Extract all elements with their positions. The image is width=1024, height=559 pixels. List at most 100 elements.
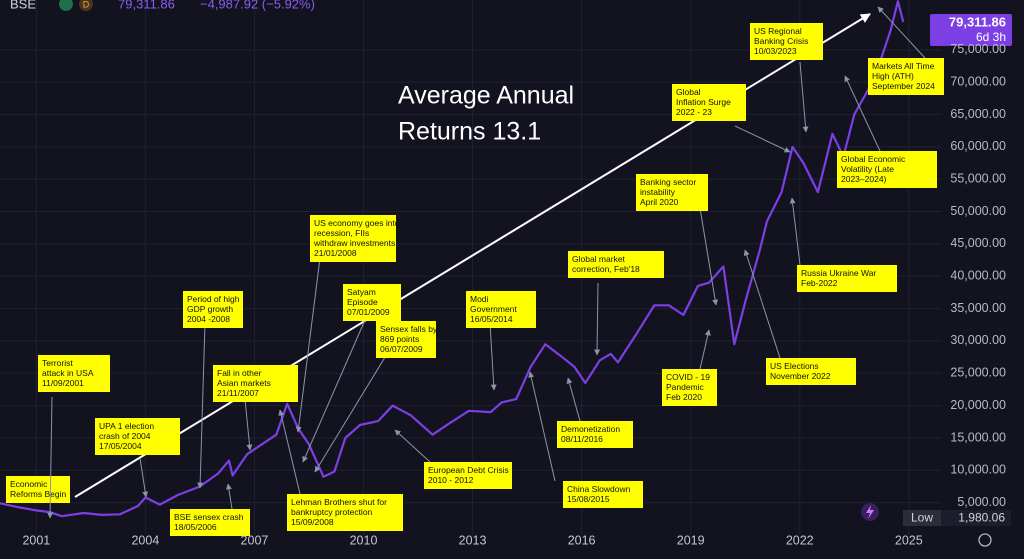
annotation-text: Sensex falls by <box>380 324 438 334</box>
annotation-text: Global <box>676 87 701 97</box>
annotation-text: April 2020 <box>640 197 679 207</box>
headline: Returns 13.1 <box>398 118 541 146</box>
annotation-box <box>750 23 823 60</box>
annotation-text: 15/08/2015 <box>567 494 610 504</box>
annotation-arrow <box>844 75 881 152</box>
status-dot <box>59 0 73 11</box>
y-tick-label: 15,000.00 <box>950 430 1006 444</box>
annotation-box <box>837 151 937 188</box>
annotation-text: 2022 - 23 <box>676 107 712 117</box>
annotation-box <box>183 291 243 328</box>
annotation-text: attack in USA <box>42 368 94 378</box>
annotation-text: BSE sensex crash <box>174 512 244 522</box>
annotation-arrow <box>314 348 391 473</box>
annotation-box <box>568 251 664 278</box>
annotation-text: 06/07/2009 <box>380 344 423 354</box>
annotation-text: withdraw investments <box>313 238 395 248</box>
annotation-text: COVID - 19 <box>666 372 710 382</box>
annotation-box <box>672 84 746 121</box>
annotation-text: 2010 - 2012 <box>428 475 474 485</box>
annotation-text: bankruptcy protection <box>291 507 373 517</box>
annotation-arrow <box>799 61 809 133</box>
annotation-text: Pandemic <box>666 382 705 392</box>
annotation-text: Terrorist <box>42 358 73 368</box>
annotation-text: High (ATH) <box>872 71 914 81</box>
annotation-text: 16/05/2014 <box>470 314 513 324</box>
annotation-text: Economic <box>10 479 48 489</box>
low-value: 1,980.06 <box>958 511 1005 525</box>
y-tick-label: 35,000.00 <box>950 301 1006 315</box>
annotation-arrow <box>743 249 781 359</box>
annotation-arrow <box>47 396 54 519</box>
annotation-text: Feb 2020 <box>666 392 702 402</box>
low-label-box <box>903 510 941 526</box>
y-tick-label: 45,000.00 <box>950 236 1006 250</box>
y-tick-label: 75,000.00 <box>950 42 1006 56</box>
annotation-text: 21/11/2007 <box>217 388 259 398</box>
y-tick-label: 5,000.00 <box>957 495 1006 509</box>
annotation-box <box>95 418 180 455</box>
annotation-text: correction, Feb'18 <box>572 264 640 274</box>
annotation-text: China Slowdown <box>567 484 631 494</box>
annotation-box <box>424 462 512 489</box>
x-tick-label: 2022 <box>786 533 814 547</box>
annotation-arrow <box>295 257 321 433</box>
x-tick-label: 2007 <box>241 533 269 547</box>
annotation-text: Episode <box>347 297 378 307</box>
symbol: BSE <box>10 0 36 11</box>
annotation-box <box>6 476 70 503</box>
annotation-box <box>563 481 643 508</box>
annotation-text: US Elections <box>770 361 819 371</box>
annotation-box <box>466 291 536 328</box>
annotation-arrow <box>566 377 581 422</box>
annotation-text: US Regional <box>754 26 802 36</box>
annotation-box <box>170 509 250 536</box>
annotation-text: 08/11/2016 <box>561 434 603 444</box>
price-line <box>0 0 905 518</box>
annotation-text: Global Economic <box>841 154 906 164</box>
annotation-text: Demonetization <box>561 424 620 434</box>
annotation-arrow <box>394 429 431 463</box>
annotation-box <box>38 355 110 392</box>
annotation-text: 11/09/2001 <box>42 378 84 388</box>
annotation-text: 15/09/2008 <box>291 517 334 527</box>
annotation-text: GDP growth <box>187 304 233 314</box>
change: −4,987.92 (−5.92%) <box>200 0 315 11</box>
annotation-box <box>213 365 298 402</box>
annotation-arrow <box>302 319 366 463</box>
annotation-text: Satyam <box>347 287 376 297</box>
y-tick-label: 55,000.00 <box>950 171 1006 185</box>
annotation-box <box>343 284 401 321</box>
y-tick-label: 70,000.00 <box>950 74 1006 88</box>
annotation-box <box>797 265 897 292</box>
x-tick-label: 2004 <box>131 533 159 547</box>
annotation-text: 21/01/2008 <box>314 248 357 258</box>
last-price: 79,311.86 <box>118 0 175 11</box>
x-tick-label: 2001 <box>22 533 50 547</box>
annotation-text: recession, FIIs <box>314 228 369 238</box>
badge-circle <box>79 0 93 11</box>
annotation-text: 17/05/2004 <box>99 441 142 451</box>
annotation-box <box>868 58 944 95</box>
annotation-arrow <box>139 457 149 498</box>
annotation-text: 07/01/2009 <box>347 307 390 317</box>
y-tick-label: 20,000.00 <box>950 398 1006 412</box>
annotation-arrow <box>197 322 206 489</box>
annotation-text: 10/03/2023 <box>754 46 797 56</box>
settings-icon[interactable] <box>978 533 992 547</box>
annotation-text: US economy goes into <box>314 218 400 228</box>
price-tag-price: 79,311.86 <box>949 14 1006 29</box>
annotation-text: Reforms Begin <box>10 489 66 499</box>
annotation-text: Markets All Time <box>872 61 935 71</box>
annotation-box <box>376 321 436 358</box>
x-tick-label: 2019 <box>677 533 705 547</box>
badge: D <box>83 0 90 9</box>
annotation-arrow <box>489 322 497 391</box>
annotation-arrow <box>244 398 253 451</box>
annotation-text: 18/05/2006 <box>174 522 217 532</box>
annotation-text: Feb-2022 <box>801 278 838 288</box>
annotation-text: Banking sector <box>640 177 696 187</box>
annotation-arrow <box>528 371 556 482</box>
